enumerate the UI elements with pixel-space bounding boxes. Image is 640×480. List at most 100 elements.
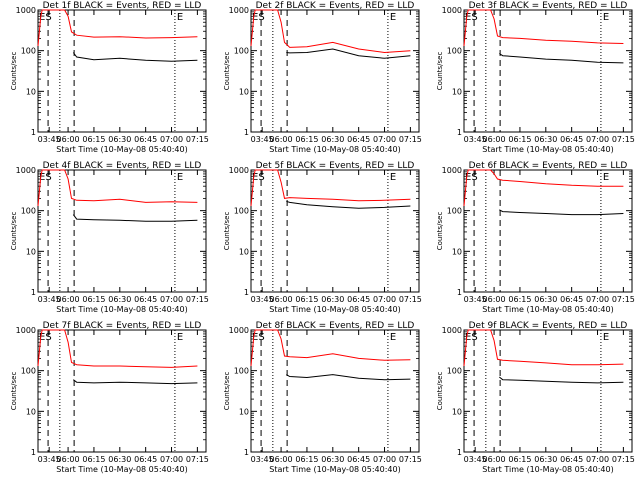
y-tick-label: 1000	[16, 6, 36, 15]
x-tick-label: 07:00	[586, 135, 609, 144]
y-tick-label: 100	[447, 367, 462, 376]
y-tick-label: 1	[244, 128, 249, 137]
x-tick-label: 06:30	[534, 295, 557, 304]
panel-title: Det 2f BLACK = Events, RED = LLD	[256, 1, 415, 11]
y-axis-label: Counts/sec	[10, 372, 18, 411]
plot-frame	[250, 329, 420, 453]
x-tick-label: 06:00	[483, 455, 506, 464]
x-tick-label: 07:00	[373, 135, 396, 144]
detector-panel-4: Det 4f BLACK = Events, RED = LLD 1 10 100 10…	[10, 161, 209, 314]
x-tick-label: 06:15	[82, 455, 105, 464]
marker-es: ES	[465, 12, 478, 23]
plot-frame	[463, 329, 633, 453]
x-tick-label: 03:45	[464, 135, 487, 144]
x-tick-label: 06:15	[295, 135, 318, 144]
x-tick-label: 07:15	[399, 295, 422, 304]
events-series-line	[72, 52, 198, 62]
lld-series-line	[463, 169, 624, 207]
x-tick-label: 06:30	[108, 295, 131, 304]
x-tick-label: 03:45	[38, 455, 61, 464]
x-tick-label: 03:45	[38, 295, 61, 304]
y-tick-label: 1000	[16, 166, 36, 175]
x-tick-label: 06:45	[347, 455, 370, 464]
marker-es: ES	[252, 172, 265, 183]
x-tick-label: 07:00	[160, 135, 183, 144]
y-axis-label: Counts/sec	[223, 52, 231, 91]
y-tick-label: 10	[26, 87, 36, 96]
x-tick-label: 06:30	[108, 455, 131, 464]
x-tick-label: 06:30	[108, 135, 131, 144]
x-tick-label: 07:15	[186, 135, 209, 144]
x-tick-label: 07:00	[160, 295, 183, 304]
x-tick-label: 06:45	[560, 295, 583, 304]
y-axis-label: Counts/sec	[10, 52, 18, 91]
x-tick-label: 03:45	[464, 455, 487, 464]
x-axis-label: Start Time (10-May-08 05:40:40)	[482, 145, 613, 154]
x-tick-label: 06:00	[270, 135, 293, 144]
x-tick-label: 07:00	[586, 455, 609, 464]
marker-e: E	[603, 172, 609, 183]
x-tick-label: 06:00	[57, 455, 80, 464]
lld-series-line	[463, 9, 624, 47]
detector-panel-7: Det 7f BLACK = Events, RED = LLD 1 10 100 10…	[10, 321, 209, 474]
x-tick-label: 03:45	[251, 295, 274, 304]
x-tick-label: 06:30	[321, 455, 344, 464]
lld-series-line	[250, 169, 411, 207]
y-tick-label: 1	[457, 288, 462, 297]
x-axis-label: Start Time (10-May-08 05:40:40)	[269, 145, 400, 154]
x-tick-label: 07:00	[373, 295, 396, 304]
plot-frame	[463, 169, 633, 293]
x-tick-label: 07:15	[186, 455, 209, 464]
y-axis-label: Counts/sec	[436, 52, 444, 91]
lld-series-line	[37, 169, 198, 207]
x-tick-label: 07:15	[612, 295, 635, 304]
panel-title: Det 5f BLACK = Events, RED = LLD	[256, 161, 415, 171]
y-axis-label: Counts/sec	[10, 212, 18, 251]
detector-panel-6: Det 6f BLACK = Events, RED = LLD 1 10 100 10…	[436, 161, 635, 314]
x-tick-label: 06:00	[270, 455, 293, 464]
panel-title: Det 8f BLACK = Events, RED = LLD	[256, 321, 415, 331]
panel-title: Det 7f BLACK = Events, RED = LLD	[43, 321, 202, 331]
y-tick-label: 1000	[442, 326, 462, 335]
x-tick-label: 03:45	[38, 135, 61, 144]
plot-frame	[250, 9, 420, 133]
x-tick-label: 06:45	[560, 135, 583, 144]
x-tick-label: 06:45	[347, 135, 370, 144]
y-tick-label: 1000	[16, 326, 36, 335]
x-tick-label: 06:45	[134, 295, 157, 304]
detector-panel-8: Det 8f BLACK = Events, RED = LLD 1 10 100 10…	[223, 321, 422, 474]
events-series-line	[498, 376, 624, 384]
y-tick-label: 1	[31, 448, 36, 457]
y-axis-label: Counts/sec	[223, 372, 231, 411]
x-tick-label: 06:15	[82, 135, 105, 144]
y-tick-label: 1000	[229, 326, 249, 335]
events-series-line	[286, 48, 411, 59]
lld-series-line	[37, 9, 198, 47]
x-tick-label: 06:45	[347, 295, 370, 304]
plot-frame	[37, 9, 207, 133]
x-tick-label: 06:30	[321, 295, 344, 304]
x-tick-label: 06:45	[134, 455, 157, 464]
y-tick-label: 100	[447, 47, 462, 56]
x-tick-label: 07:15	[612, 135, 635, 144]
marker-e: E	[177, 172, 183, 183]
y-axis-label: Counts/sec	[436, 212, 444, 251]
marker-e: E	[390, 172, 396, 183]
x-tick-label: 06:45	[134, 135, 157, 144]
events-series-line	[73, 379, 198, 385]
x-tick-label: 06:15	[82, 295, 105, 304]
y-tick-label: 1	[244, 448, 249, 457]
detector-panel-1: Det 1f BLACK = Events, RED = LLD 1 10 100 10…	[10, 1, 209, 154]
plot-frame	[463, 9, 633, 133]
y-tick-label: 10	[26, 247, 36, 256]
plot-frame	[250, 169, 420, 293]
y-tick-label: 10	[452, 87, 462, 96]
x-tick-label: 06:45	[560, 455, 583, 464]
x-axis-label: Start Time (10-May-08 05:40:40)	[269, 465, 400, 474]
y-tick-label: 100	[21, 47, 36, 56]
y-tick-label: 100	[234, 207, 249, 216]
panel-title: Det 1f BLACK = Events, RED = LLD	[43, 1, 202, 11]
x-tick-label: 07:00	[586, 295, 609, 304]
y-axis-label: Counts/sec	[436, 372, 444, 411]
